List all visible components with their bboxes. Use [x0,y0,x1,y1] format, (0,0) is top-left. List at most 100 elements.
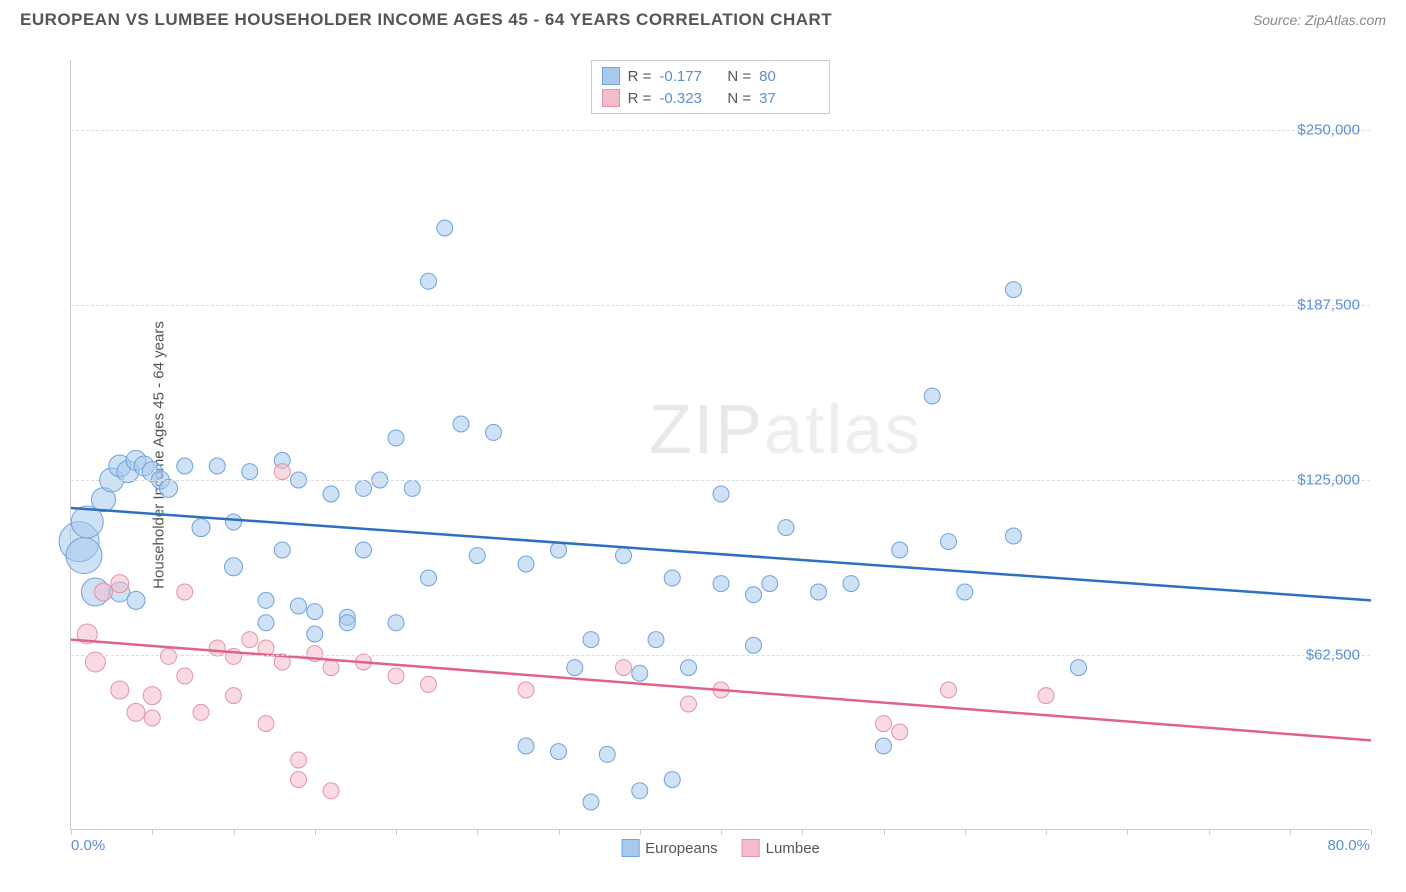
legend-label: Europeans [645,840,718,857]
data-point[interactable] [681,660,697,676]
data-point[interactable] [876,716,892,732]
data-point[interactable] [632,783,648,799]
data-point[interactable] [924,388,940,404]
data-point[interactable] [388,668,404,684]
data-point[interactable] [811,584,827,600]
data-point[interactable] [892,724,908,740]
data-point[interactable] [307,626,323,642]
data-point[interactable] [143,687,161,705]
data-point[interactable] [127,703,145,721]
data-point[interactable] [421,570,437,586]
legend-item[interactable]: Europeans [621,839,718,857]
data-point[interactable] [778,520,794,536]
data-point[interactable] [1071,660,1087,676]
data-point[interactable] [291,752,307,768]
data-point[interactable] [518,738,534,754]
legend-item[interactable]: Lumbee [742,839,820,857]
y-tick-label: $62,500 [1306,647,1360,664]
data-point[interactable] [127,591,145,609]
data-point[interactable] [486,424,502,440]
data-point[interactable] [161,648,177,664]
gridline-h [71,655,1370,656]
data-point[interactable] [177,584,193,600]
data-point[interactable] [616,548,632,564]
data-point[interactable] [437,220,453,236]
data-point[interactable] [323,783,339,799]
data-point[interactable] [892,542,908,558]
data-point[interactable] [192,519,210,537]
data-point[interactable] [599,746,615,762]
data-point[interactable] [551,542,567,558]
data-point[interactable] [111,575,129,593]
data-point[interactable] [1006,528,1022,544]
data-point[interactable] [957,584,973,600]
data-point[interactable] [242,464,258,480]
data-point[interactable] [421,676,437,692]
data-point[interactable] [551,744,567,760]
data-point[interactable] [226,514,242,530]
data-point[interactable] [307,604,323,620]
data-point[interactable] [291,772,307,788]
data-point[interactable] [339,615,355,631]
data-point[interactable] [356,542,372,558]
data-point[interactable] [762,576,778,592]
data-point[interactable] [177,668,193,684]
data-point[interactable] [1038,688,1054,704]
data-point[interactable] [258,615,274,631]
data-point[interactable] [567,660,583,676]
legend: Europeans Lumbee [621,839,820,857]
data-point[interactable] [713,576,729,592]
data-point[interactable] [323,486,339,502]
data-point[interactable] [941,534,957,550]
data-point[interactable] [274,464,290,480]
x-tick [1371,829,1372,835]
data-point[interactable] [225,558,243,576]
data-point[interactable] [66,538,102,574]
data-point[interactable] [177,458,193,474]
gridline-h [71,130,1370,131]
data-point[interactable] [632,665,648,681]
data-point[interactable] [274,542,290,558]
data-point[interactable] [941,682,957,698]
data-point[interactable] [209,458,225,474]
data-point[interactable] [421,273,437,289]
data-point[interactable] [518,682,534,698]
data-point[interactable] [404,480,420,496]
data-point[interactable] [291,598,307,614]
data-point[interactable] [746,587,762,603]
data-point[interactable] [518,556,534,572]
data-point[interactable] [160,479,178,497]
data-point[interactable] [616,660,632,676]
data-point[interactable] [323,660,339,676]
data-point[interactable] [144,710,160,726]
data-point[interactable] [453,416,469,432]
data-point[interactable] [713,486,729,502]
data-point[interactable] [746,637,762,653]
data-point[interactable] [681,696,697,712]
data-point[interactable] [1006,282,1022,298]
data-point[interactable] [193,704,209,720]
data-point[interactable] [388,615,404,631]
data-point[interactable] [258,592,274,608]
data-point[interactable] [209,640,225,656]
data-point[interactable] [843,576,859,592]
data-point[interactable] [583,794,599,810]
chart-title: EUROPEAN VS LUMBEE HOUSEHOLDER INCOME AG… [20,10,832,30]
data-point[interactable] [388,430,404,446]
data-point[interactable] [226,688,242,704]
data-point[interactable] [258,716,274,732]
data-point[interactable] [664,772,680,788]
data-point[interactable] [242,632,258,648]
x-axis-min-label: 0.0% [71,837,105,854]
header: EUROPEAN VS LUMBEE HOUSEHOLDER INCOME AG… [0,0,1406,35]
data-point[interactable] [876,738,892,754]
data-point[interactable] [111,681,129,699]
data-point[interactable] [95,583,113,601]
data-point[interactable] [583,632,599,648]
x-tick [802,829,803,835]
data-point[interactable] [648,632,664,648]
data-point[interactable] [356,480,372,496]
data-point[interactable] [469,548,485,564]
plot-area: ZIPatlas R =-0.177N =80R =-0.323N =37 0.… [70,60,1370,830]
data-point[interactable] [664,570,680,586]
